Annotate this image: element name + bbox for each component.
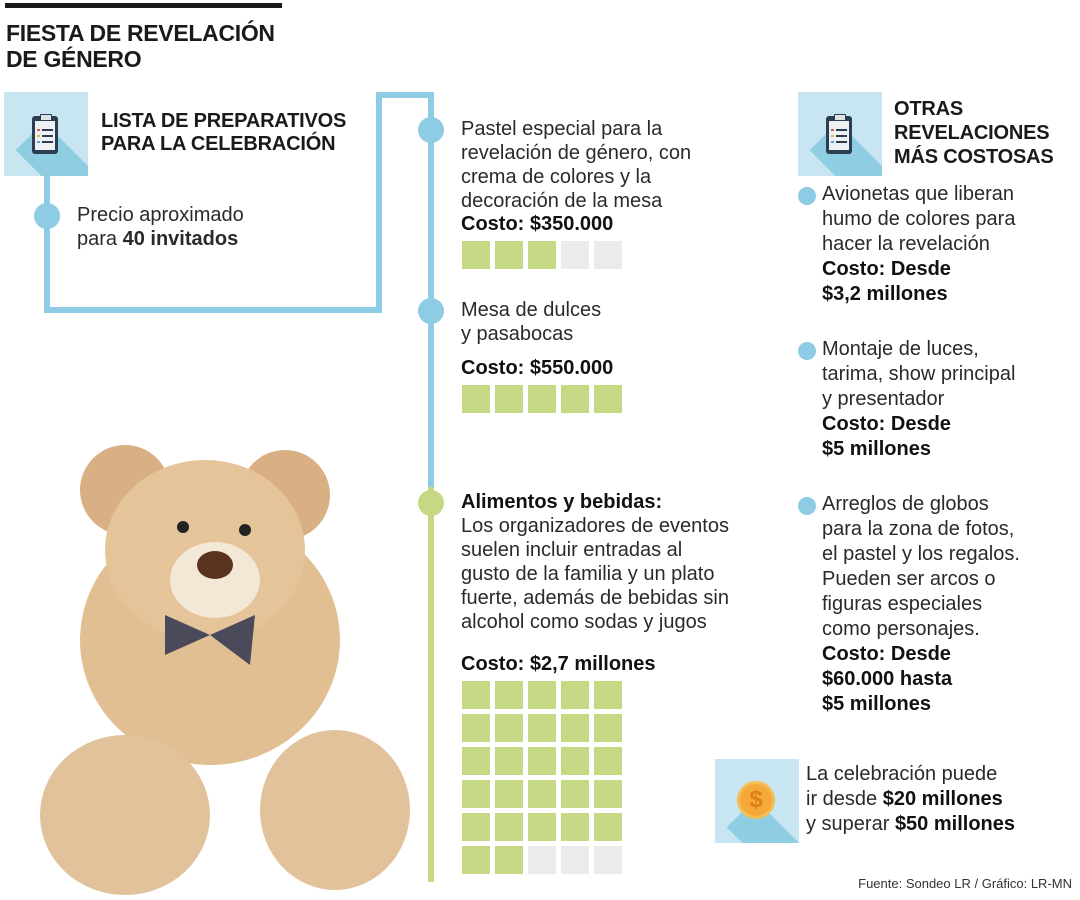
text-line: fuerte, además de bebidas sin xyxy=(461,587,729,609)
heading-line: REVELACIONES xyxy=(894,122,1050,144)
summary-icon-box: $ xyxy=(715,759,799,843)
timeline-connector-green xyxy=(428,487,434,882)
cost-line: $5 millones xyxy=(822,438,931,460)
reveal-item-planes: Avionetas que liberan humo de colores pa… xyxy=(822,182,1015,307)
summary-line: La celebración puede xyxy=(806,763,998,785)
intro-line-1: Precio aproximado xyxy=(77,204,244,226)
clipboard-icon xyxy=(32,114,58,154)
sweets-cost-squares xyxy=(462,385,622,413)
timeline-connector xyxy=(44,176,50,310)
top-rule xyxy=(5,3,282,8)
source-credit: Fuente: Sondeo LR / Gráfico: LR-MN xyxy=(858,876,1072,891)
checklist-heading-line-1: LISTA DE PREPARATIVOS xyxy=(101,110,347,132)
other-reveals-icon-box xyxy=(798,92,882,176)
food-cost-squares xyxy=(462,681,622,874)
intro-text: Precio aproximado para 40 invitados xyxy=(77,203,244,251)
text-line: suelen incluir entradas al xyxy=(461,539,683,561)
food-cost: Costo: $2,7 millones xyxy=(461,653,656,675)
text-line: el pastel y los regalos. xyxy=(822,543,1020,565)
text-line: Pastel especial para la xyxy=(461,118,663,140)
text-line: Mesa de dulces xyxy=(461,299,602,321)
text-line: y presentador xyxy=(822,388,945,410)
cost-line: $5 millones xyxy=(822,693,931,715)
page-title: FIESTA DE REVELACIÓN DE GÉNERO xyxy=(6,20,275,72)
checklist-heading-line-2: PARA LA CELEBRACIÓN xyxy=(101,133,336,155)
text-line: alcohol como sodas y jugos xyxy=(461,611,707,633)
text-line: Montaje de luces, xyxy=(822,338,979,360)
timeline-connector xyxy=(376,92,382,313)
cost-line: Costo: Desde xyxy=(822,258,951,280)
timeline-node-intro xyxy=(34,203,60,229)
text-line: hacer la revelación xyxy=(822,233,990,255)
cost-line: $60.000 hasta xyxy=(822,668,953,690)
sweets-cost: Costo: $550.000 xyxy=(461,357,614,379)
cost-line: $3,2 millones xyxy=(822,283,948,305)
bullet-icon xyxy=(798,497,816,515)
text-line: Pueden ser arcos o xyxy=(822,568,996,590)
text-line: humo de colores para xyxy=(822,208,1016,230)
title-line-2: DE GÉNERO xyxy=(6,46,142,72)
cake-cost: Costo: $350.000 xyxy=(461,213,614,235)
text-line: decoración de la mesa xyxy=(461,190,663,212)
text-line: crema de colores y la xyxy=(461,166,652,188)
text-line: revelación de género, con xyxy=(461,142,692,164)
text-line: como personajes. xyxy=(822,618,980,640)
reveal-item-show: Montaje de luces, tarima, show principal… xyxy=(822,337,1015,462)
timeline-connector xyxy=(428,92,434,487)
text-line: tarima, show principal xyxy=(822,363,1016,385)
clipboard-icon xyxy=(826,114,852,154)
text-line: figuras especiales xyxy=(822,593,983,615)
heading-line: MÁS COSTOSAS xyxy=(894,146,1054,168)
cost-line: Costo: Desde xyxy=(822,643,951,665)
title-line-1: FIESTA DE REVELACIÓN xyxy=(6,20,275,46)
timeline-node-cake xyxy=(418,117,444,143)
reveal-item-balloons: Arreglos de globos para la zona de fotos… xyxy=(822,492,1020,717)
cake-description: Pastel especial para la revelación de gé… xyxy=(461,117,691,213)
teddy-bear-image xyxy=(40,445,410,895)
intro-prefix: para xyxy=(77,228,123,250)
summary-prefix: y superar xyxy=(806,813,895,835)
timeline-connector xyxy=(376,92,434,98)
checklist-icon-box xyxy=(4,92,88,176)
bullet-icon xyxy=(798,187,816,205)
text-line: gusto de la familia y un plato xyxy=(461,563,715,585)
timeline-node-sweets xyxy=(418,298,444,324)
text-line: Los organizadores de eventos xyxy=(461,515,729,537)
cake-cost-squares xyxy=(462,241,622,269)
dollar-coin-icon: $ xyxy=(737,781,775,819)
guest-count: 40 invitados xyxy=(122,228,239,250)
min-cost: $20 millones xyxy=(882,788,1003,810)
other-reveals-heading: OTRAS REVELACIONES MÁS COSTOSAS xyxy=(894,97,1054,169)
text-line: para la zona de fotos, xyxy=(822,518,1015,540)
text-line: y pasabocas xyxy=(461,323,574,345)
sweets-description: Mesa de dulces y pasabocas xyxy=(461,298,601,346)
summary-prefix: ir desde xyxy=(806,788,883,810)
checklist-heading: LISTA DE PREPARATIVOS PARA LA CELEBRACIÓ… xyxy=(101,110,346,156)
text-line: Avionetas que liberan xyxy=(822,183,1014,205)
timeline-connector xyxy=(44,307,382,313)
cost-line: Costo: Desde xyxy=(822,413,951,435)
food-heading: Alimentos y bebidas: xyxy=(461,491,663,513)
food-description: Alimentos y bebidas: Los organizadores d… xyxy=(461,490,729,634)
text-line: Arreglos de globos xyxy=(822,493,989,515)
timeline-node-food xyxy=(418,490,444,516)
heading-line: OTRAS xyxy=(894,98,964,120)
bullet-icon xyxy=(798,342,816,360)
max-cost: $50 millones xyxy=(894,813,1015,835)
summary-text: La celebración puede ir desde $20 millon… xyxy=(806,762,1015,837)
